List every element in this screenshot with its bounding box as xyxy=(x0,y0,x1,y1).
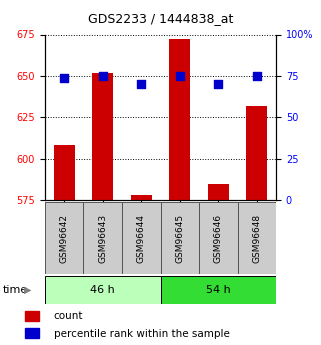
Text: GSM96642: GSM96642 xyxy=(60,214,69,263)
Text: ▶: ▶ xyxy=(23,285,31,295)
Text: GSM96646: GSM96646 xyxy=(214,214,223,263)
Text: percentile rank within the sample: percentile rank within the sample xyxy=(54,329,230,338)
FancyBboxPatch shape xyxy=(160,202,199,274)
Point xyxy=(254,73,259,79)
Text: count: count xyxy=(54,312,83,321)
Text: 46 h: 46 h xyxy=(90,285,115,295)
Bar xyxy=(92,72,113,200)
Text: GSM96648: GSM96648 xyxy=(252,214,261,263)
Point xyxy=(139,81,144,87)
FancyBboxPatch shape xyxy=(45,276,160,304)
Bar xyxy=(169,39,190,200)
Text: GSM96643: GSM96643 xyxy=(98,214,107,263)
Text: 54 h: 54 h xyxy=(206,285,231,295)
Bar xyxy=(246,106,267,200)
FancyBboxPatch shape xyxy=(122,202,160,274)
FancyBboxPatch shape xyxy=(45,202,83,274)
Text: GSM96644: GSM96644 xyxy=(137,214,146,263)
FancyBboxPatch shape xyxy=(238,202,276,274)
Text: GSM96645: GSM96645 xyxy=(175,214,184,263)
Point xyxy=(62,75,67,80)
Point xyxy=(216,81,221,87)
FancyBboxPatch shape xyxy=(160,276,276,304)
Text: GDS2233 / 1444838_at: GDS2233 / 1444838_at xyxy=(88,12,233,25)
FancyBboxPatch shape xyxy=(83,202,122,274)
Bar xyxy=(25,328,39,338)
Text: time: time xyxy=(3,285,29,295)
Point xyxy=(177,73,182,79)
Bar xyxy=(131,195,152,200)
Bar xyxy=(25,311,39,321)
Point xyxy=(100,73,105,79)
Bar xyxy=(208,184,229,200)
FancyBboxPatch shape xyxy=(199,202,238,274)
Bar xyxy=(54,146,75,200)
